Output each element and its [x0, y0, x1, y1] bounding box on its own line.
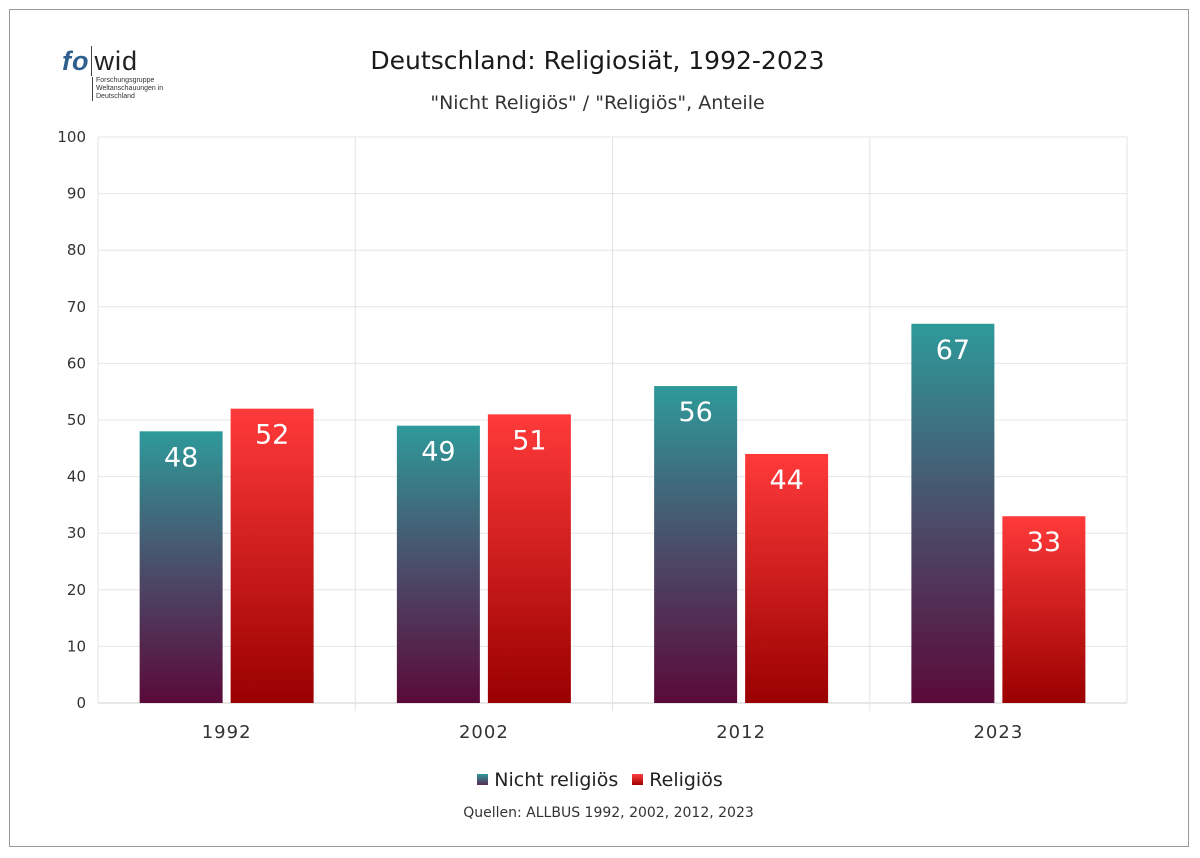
- bar-value-label: 51: [512, 425, 546, 456]
- legend-item-nicht-religioes: Nicht religiös: [477, 769, 618, 791]
- legend-swatch-nicht-religioes: [477, 774, 489, 785]
- bar: [1002, 516, 1086, 703]
- bar: [654, 386, 738, 703]
- chart-title: Deutschland: Religiosiät, 1992-2023: [370, 46, 825, 75]
- x-tick-label: 2023: [973, 722, 1023, 743]
- logo-fo: fo: [62, 46, 90, 76]
- chart-legend: Nicht religiös Religiös: [0, 768, 1200, 791]
- bar: [230, 408, 314, 703]
- bar: [911, 323, 995, 703]
- logo-wid: wid: [94, 46, 138, 76]
- bar-value-label: 48: [164, 442, 198, 473]
- y-tick-label: 80: [67, 241, 86, 259]
- y-tick-label: 40: [67, 468, 86, 486]
- chart-frame: [9, 9, 1189, 847]
- bar: [139, 431, 223, 703]
- bar-value-label: 44: [769, 465, 803, 496]
- chart-source: Quellen: ALLBUS 1992, 2002, 2012, 2023: [463, 805, 754, 821]
- legend-label-nicht-religioes: Nicht religiös: [494, 768, 619, 791]
- bar-value-label: 56: [678, 397, 712, 428]
- y-tick-label: 90: [67, 185, 86, 203]
- y-tick-label: 0: [76, 694, 86, 712]
- legend-swatch-religioes: [632, 774, 644, 785]
- x-tick-label: 1992: [202, 722, 252, 743]
- bar: [745, 453, 829, 703]
- y-tick-label: 70: [67, 298, 86, 316]
- y-tick-label: 50: [67, 411, 86, 429]
- bar: [487, 414, 571, 703]
- logo-tagline: Forschungsgruppe Weltanschauungen in Deu…: [92, 77, 186, 101]
- bar-value-label: 67: [936, 335, 970, 366]
- y-tick-label: 30: [67, 524, 86, 542]
- y-tick-label: 100: [57, 128, 86, 146]
- y-tick-label: 20: [67, 581, 86, 599]
- bar-value-label: 49: [421, 437, 455, 468]
- x-tick-label: 2002: [459, 722, 509, 743]
- fowid-logo: fo wid Forschungsgruppe Weltanschauungen …: [62, 46, 163, 101]
- legend-item-religioes: Religiös: [632, 768, 723, 791]
- bar-value-label: 52: [255, 420, 289, 451]
- legend-label-religioes: Religiös: [649, 768, 723, 791]
- y-tick-label: 10: [67, 637, 86, 655]
- bar: [396, 425, 480, 703]
- x-tick-label: 2012: [716, 722, 766, 743]
- chart-subtitle: "Nicht Religiös" / "Religiös", Anteile: [430, 92, 765, 114]
- bar-value-label: 33: [1027, 527, 1061, 558]
- y-tick-label: 60: [67, 354, 86, 372]
